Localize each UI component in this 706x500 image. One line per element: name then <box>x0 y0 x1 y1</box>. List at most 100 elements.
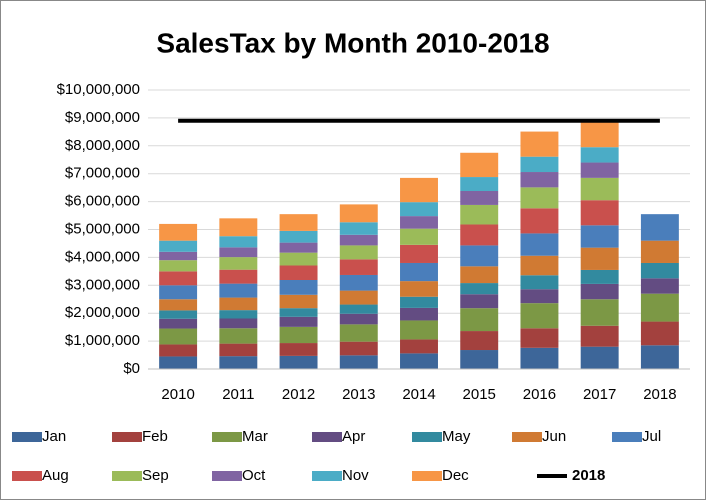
bar-segment <box>159 328 198 345</box>
bar-segment <box>159 344 198 357</box>
legend-label: Apr <box>342 428 365 445</box>
x-tick-label: 2012 <box>282 386 315 403</box>
legend-item: Nov <box>312 467 369 484</box>
x-tick-label: 2015 <box>463 386 496 403</box>
bar-segment <box>279 252 318 266</box>
legend-label: 2018 <box>572 467 605 484</box>
bar-segment <box>339 204 378 223</box>
bar-segment <box>219 343 258 357</box>
legend-swatch <box>12 432 42 442</box>
y-tick-label: $9,000,000 <box>65 109 140 126</box>
bar-segment <box>159 260 198 272</box>
bar-segment <box>279 316 318 327</box>
bar-segment <box>460 190 499 205</box>
legend-swatch <box>112 432 142 442</box>
bar-segment <box>159 285 198 300</box>
x-tick-label: 2013 <box>342 386 375 403</box>
bar-segment <box>279 308 318 317</box>
bar-segment <box>400 177 438 203</box>
bar-segment <box>339 234 378 246</box>
bar-segment <box>400 228 438 245</box>
bar-segment <box>219 218 258 237</box>
legend-item: Jun <box>512 428 566 445</box>
legend-swatch <box>212 471 242 481</box>
bar-segment <box>279 355 318 369</box>
legend-item: Dec <box>412 467 469 484</box>
legend-label: Jan <box>42 428 66 445</box>
bar-segment <box>460 350 499 369</box>
bar-segment <box>159 310 198 319</box>
bar-segment <box>640 240 679 263</box>
bar-segment <box>580 177 619 201</box>
bar-segment <box>279 214 318 231</box>
bar-segment <box>520 328 559 348</box>
y-tick-label: $2,000,000 <box>65 304 140 321</box>
bar-segment <box>520 208 559 234</box>
bar-segment <box>580 225 619 248</box>
bar-segment <box>580 299 619 326</box>
bar-segment <box>339 259 378 275</box>
legend-label: Mar <box>242 428 268 445</box>
bar-segment <box>580 346 619 369</box>
bar-segment <box>400 339 438 354</box>
bar-segment <box>279 326 318 344</box>
legend-item: Sep <box>112 467 169 484</box>
bar-segment <box>339 274 378 291</box>
legend-swatch <box>112 471 142 481</box>
bar-segment <box>339 290 378 305</box>
bar-segment <box>640 262 679 279</box>
bar-segment <box>400 296 438 308</box>
bar-segment <box>460 294 499 309</box>
bar-segment <box>219 328 258 344</box>
legend-label: Aug <box>42 467 69 484</box>
legend-swatch <box>412 471 442 481</box>
bar-segment <box>219 236 258 248</box>
bar-segment <box>279 265 318 280</box>
bar-segment <box>640 214 679 241</box>
bar-segment <box>460 283 499 295</box>
legend-label: Nov <box>342 467 369 484</box>
legend-item: Jan <box>12 428 66 445</box>
legend-label: Jun <box>542 428 566 445</box>
legend-item: Feb <box>112 428 168 445</box>
bar-segment <box>400 216 438 229</box>
bar-segment <box>279 230 318 243</box>
bar-segment <box>580 162 619 178</box>
x-tick-label: 2017 <box>583 386 616 403</box>
bar-segment <box>520 187 559 209</box>
x-tick-label: 2010 <box>161 386 194 403</box>
bar-segment <box>219 310 258 319</box>
legend-item: Jul <box>612 428 661 445</box>
bar-segment <box>339 313 378 325</box>
bar-segment <box>339 222 378 235</box>
bar-segment <box>219 297 258 311</box>
legend-label: May <box>442 428 471 445</box>
legend-label: Feb <box>142 428 168 445</box>
bar-segment <box>400 244 438 263</box>
bar-segment <box>400 353 438 369</box>
bar-segment <box>520 156 559 173</box>
x-tick-label: 2018 <box>643 386 676 403</box>
bar-segment <box>580 269 619 284</box>
bar-segment <box>219 247 258 258</box>
bar-segment <box>219 269 258 284</box>
bar-segment <box>159 240 198 252</box>
legend-label: Oct <box>242 467 266 484</box>
legend-swatch <box>312 432 342 442</box>
legend-swatch <box>612 432 642 442</box>
bar-segment <box>279 279 318 295</box>
y-tick-label: $8,000,000 <box>65 137 140 154</box>
bar-segment <box>400 281 438 297</box>
y-tick-label: $7,000,000 <box>65 165 140 182</box>
y-tick-label: $0 <box>123 360 140 377</box>
bar-segment <box>580 283 619 300</box>
bar-segment <box>640 278 679 294</box>
bar-segment <box>640 293 679 322</box>
legend-swatch <box>12 471 42 481</box>
y-tick-label: $4,000,000 <box>65 248 140 265</box>
bar-segment <box>159 299 198 311</box>
bar-segment <box>400 320 438 340</box>
bar-segment <box>460 266 499 284</box>
bar-segment <box>159 223 198 241</box>
bar-segment <box>219 283 258 298</box>
